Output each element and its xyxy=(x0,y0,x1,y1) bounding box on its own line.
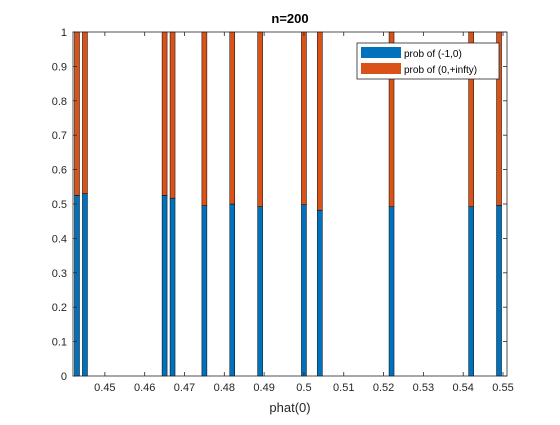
bar-series-2-5 xyxy=(201,31,208,206)
legend: prob of (-1,0) prob of (0,+infty) xyxy=(356,42,500,80)
legend-swatch-series-2 xyxy=(361,63,401,74)
y-tick-label: 1 xyxy=(61,27,67,39)
bar-series-1-8 xyxy=(301,204,307,377)
y-tick-label: 0.6 xyxy=(52,165,67,177)
bar-series-1-7 xyxy=(257,206,263,377)
bar-series-2-1 xyxy=(74,31,80,196)
y-tick-label: 0.5 xyxy=(52,199,67,211)
y-tick-label: 0 xyxy=(61,371,67,383)
bar-series-2-6 xyxy=(229,31,236,205)
x-axis-ticks: 0.45 0.46 0.47 0.48 0.49 0.5 0.51 0.52 0.53 0.54 0… xyxy=(94,32,514,394)
x-tick-label: 0.51 xyxy=(333,382,354,394)
bar-series-1-6 xyxy=(229,203,236,377)
bar-series-2-3 xyxy=(161,31,168,196)
x-tick-label: 0.54 xyxy=(452,382,473,394)
bar-series-1-1 xyxy=(74,195,80,377)
x-tick-label: 0.55 xyxy=(492,382,513,394)
bar-series-1-3 xyxy=(161,195,168,377)
x-tick-label: 0.46 xyxy=(134,382,155,394)
bar-series-2-8 xyxy=(301,31,307,205)
legend-label-series-1: prob of (-1,0) xyxy=(404,49,462,60)
x-tick-label: 0.48 xyxy=(214,382,235,394)
y-axis-ticks: 0 0.1 0.2 0.3 0.4 0.5 0.6 0.7 0.8 0.9 1 xyxy=(52,27,507,383)
bar-series-1-11 xyxy=(468,206,474,377)
y-tick-label: 0.8 xyxy=(52,96,67,108)
bar-series-2-4 xyxy=(169,31,176,199)
bar-series-2-9 xyxy=(317,31,323,211)
x-tick-label: 0.45 xyxy=(94,382,115,394)
y-tick-label: 0.2 xyxy=(52,302,67,314)
bar-series-1-2 xyxy=(82,193,88,377)
y-tick-label: 0.9 xyxy=(52,61,67,73)
x-tick-label: 0.5 xyxy=(296,382,311,394)
x-axis-label: phat(0) xyxy=(269,400,310,415)
legend-swatch-series-1 xyxy=(361,47,401,58)
bar-series-1-10 xyxy=(388,206,395,377)
x-tick-label: 0.49 xyxy=(253,382,274,394)
y-tick-label: 0.4 xyxy=(52,233,67,245)
y-tick-label: 0.3 xyxy=(52,268,67,280)
bar-series-2-7 xyxy=(257,31,263,208)
chart-title: n=200 xyxy=(271,11,308,26)
y-tick-label: 0.7 xyxy=(52,130,67,142)
bar-series-1-4 xyxy=(169,197,176,377)
x-tick-label: 0.47 xyxy=(174,382,195,394)
bar-series-1-9 xyxy=(317,209,323,377)
y-tick-label: 0.1 xyxy=(52,337,67,349)
bar-series-2-2 xyxy=(82,31,88,194)
axes-background xyxy=(73,32,507,376)
x-tick-label: 0.52 xyxy=(373,382,394,394)
bar-series-1-5 xyxy=(201,205,208,377)
bar-series-1-12 xyxy=(496,205,502,377)
x-tick-label: 0.53 xyxy=(413,382,434,394)
legend-label-series-2: prob of (0,+infty) xyxy=(404,65,477,76)
